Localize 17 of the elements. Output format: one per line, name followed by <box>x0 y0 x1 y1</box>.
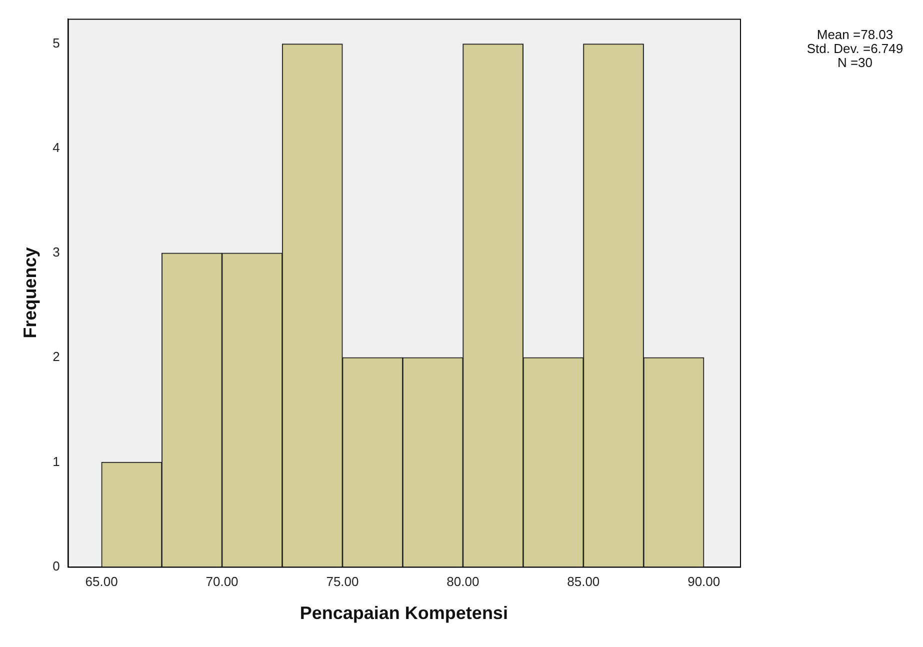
y-tick-label: 2 <box>52 349 60 364</box>
x-tick-label: 90.00 <box>688 574 720 590</box>
y-tick-label: 5 <box>52 35 60 50</box>
x-axis-title: Pencapaian Kompetensi <box>300 603 508 624</box>
text: Std. Dev. =6.749 <box>806 40 904 56</box>
x-tick-label: 65.00 <box>85 574 118 590</box>
y-tick-label: 3 <box>52 244 60 260</box>
x-tick-label: 70.00 <box>206 574 238 590</box>
x-tick-label: 85.00 <box>567 574 600 590</box>
y-tick-label: 4 <box>52 140 60 156</box>
y-tick-label: 0 <box>52 558 60 574</box>
text: N =30 <box>837 54 873 70</box>
text: Mean =78.03 <box>816 26 894 42</box>
y-tick-label: 1 <box>52 454 60 469</box>
x-tick-label: 80.00 <box>446 574 480 590</box>
x-tick-label: 75.00 <box>326 574 359 590</box>
y-axis-title: Frequency <box>20 247 40 338</box>
